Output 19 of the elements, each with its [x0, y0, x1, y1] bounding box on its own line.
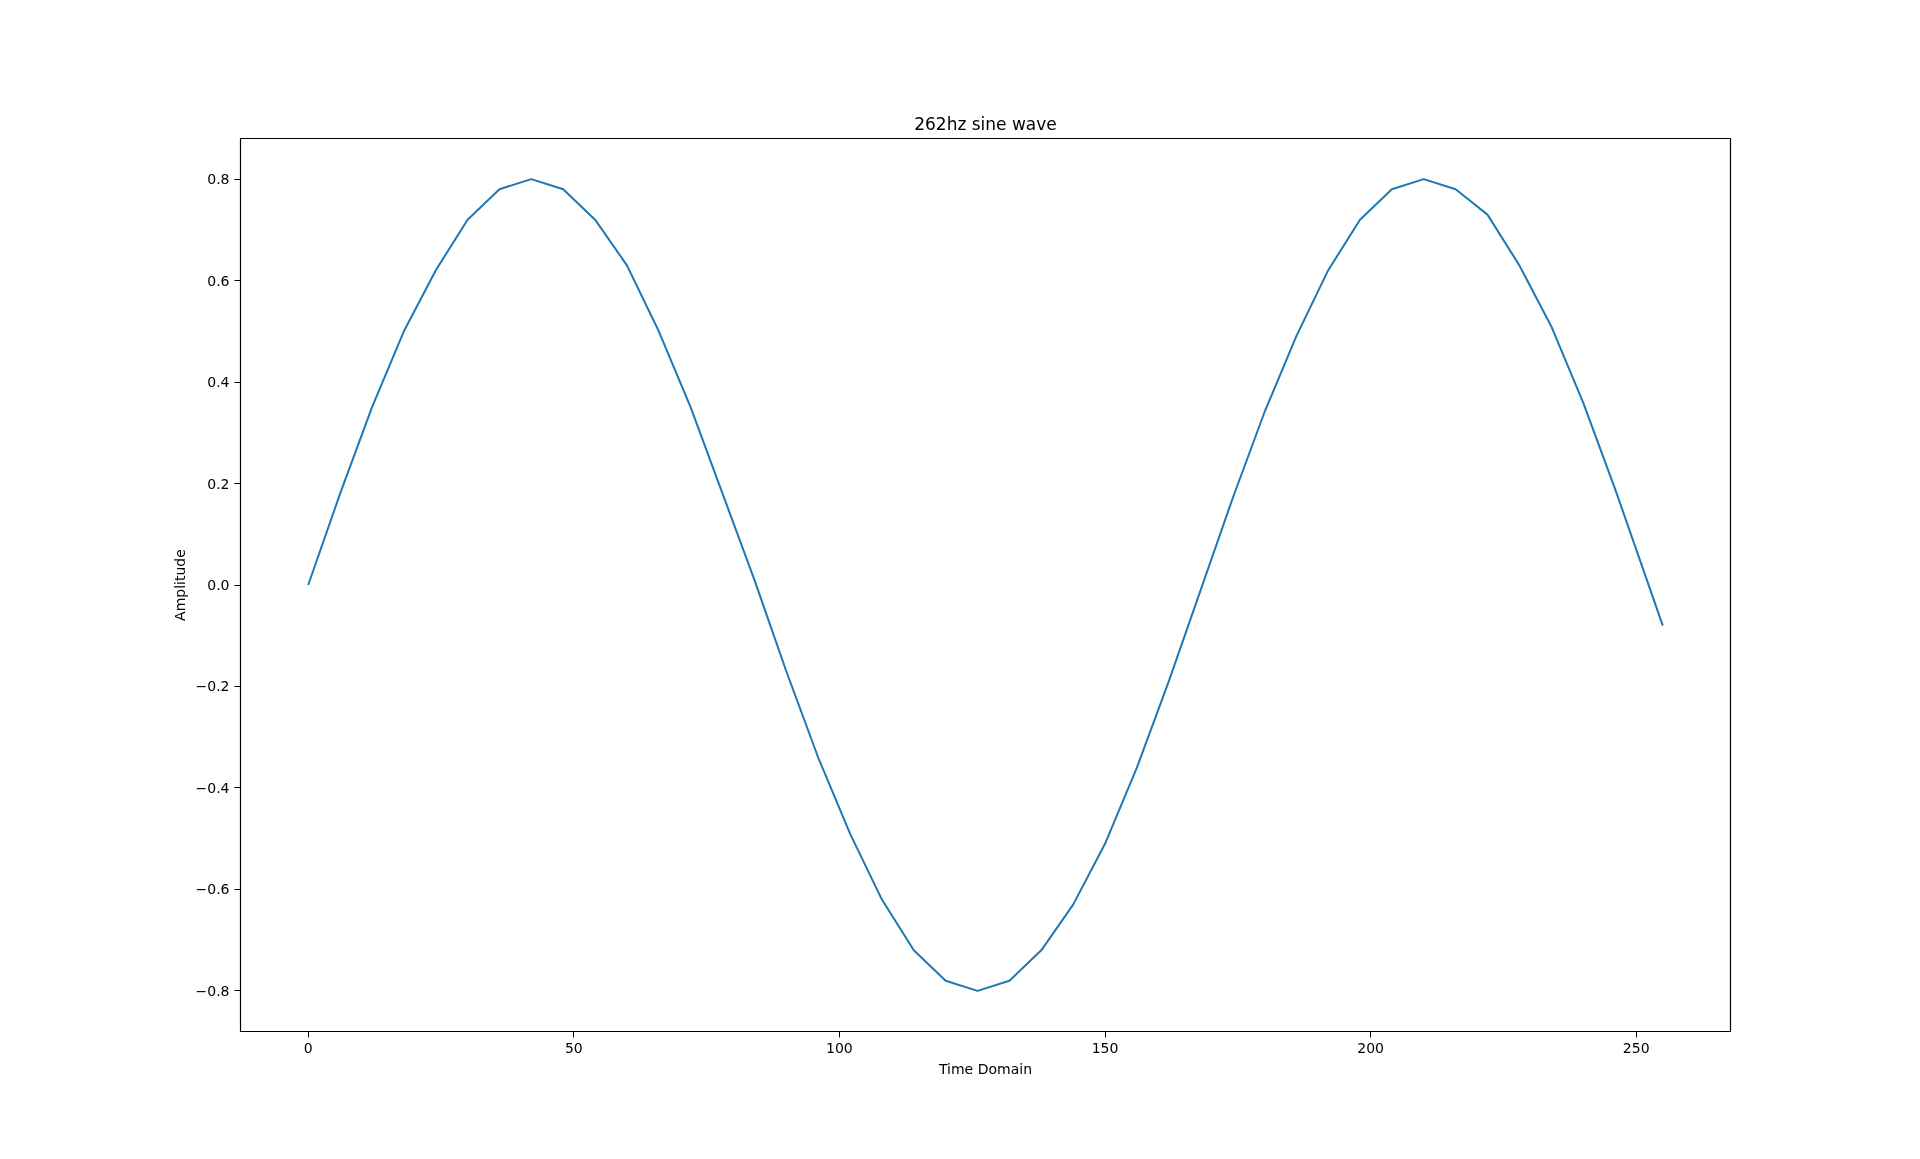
- x-tick-label: 250: [1622, 1039, 1650, 1056]
- x-tick-label: 0: [303, 1039, 313, 1056]
- y-tick-label: −0.4: [195, 779, 230, 796]
- x-tick-label: 100: [826, 1039, 853, 1056]
- y-tick-label: −0.6: [195, 881, 230, 898]
- y-axis-title: Amplitude: [171, 549, 188, 621]
- x-tick-label: 150: [1091, 1039, 1119, 1056]
- y-tick-label: 0.8: [207, 171, 230, 188]
- x-tick-label: 50: [564, 1039, 583, 1056]
- x-tick-label: 200: [1357, 1039, 1384, 1056]
- y-tick-label: 0.4: [207, 374, 230, 391]
- line-series: [307, 178, 1664, 992]
- y-tick-label: 0.2: [207, 475, 230, 492]
- x-axis-title: Time Domain: [937, 1060, 1033, 1077]
- y-tick-label: −0.2: [195, 678, 230, 695]
- y-tick-label: 0.0: [207, 577, 230, 593]
- y-tick-label: 0.6: [207, 272, 230, 289]
- y-tick-label: −0.8: [195, 982, 230, 999]
- chart-title: 262hz sine wave: [914, 113, 1057, 134]
